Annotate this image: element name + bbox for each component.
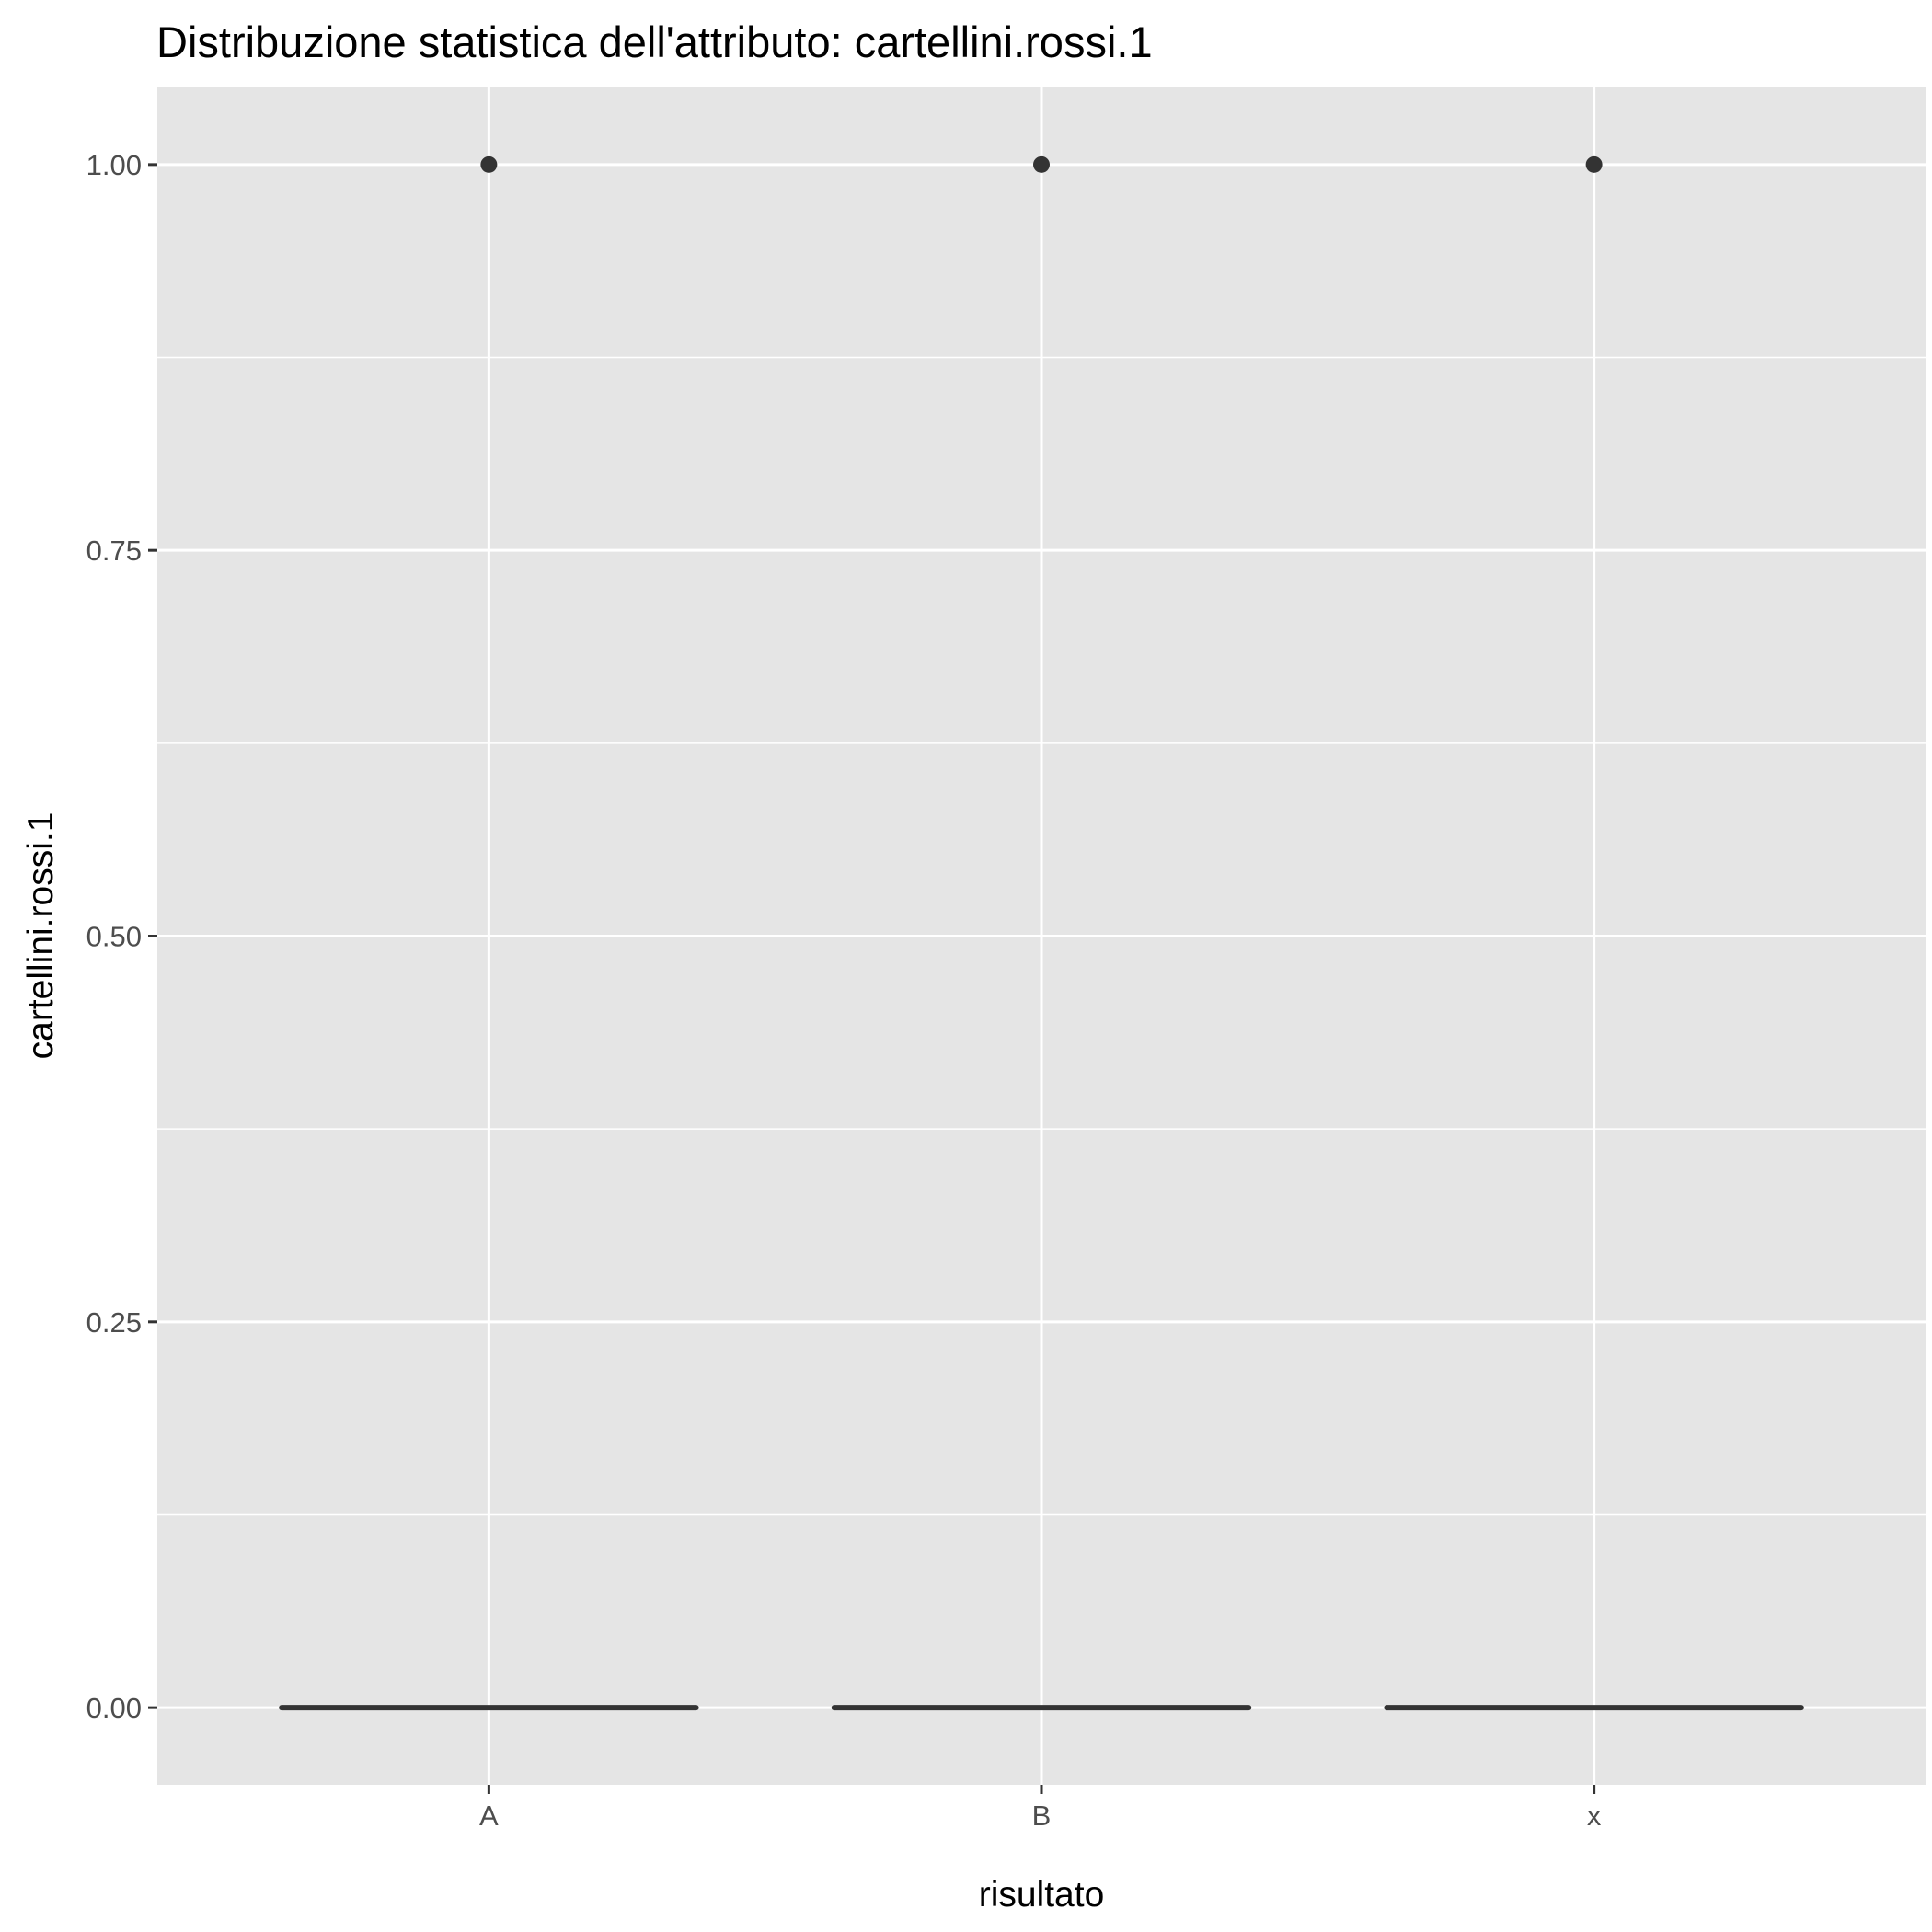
y-tick-label: 0.00 xyxy=(86,1692,142,1724)
y-tick-label: 0.75 xyxy=(86,535,142,567)
outlier-points xyxy=(480,155,1603,173)
y-tick-label: 1.00 xyxy=(86,149,142,181)
outlier-point-A xyxy=(480,155,498,173)
major-gridlines xyxy=(157,87,1926,1785)
outlier-point-x xyxy=(1585,155,1603,173)
outlier-point-B xyxy=(1033,155,1050,173)
y-tick-label: 0.50 xyxy=(86,921,142,953)
y-axis-title: cartellini.rossi.1 xyxy=(21,812,61,1060)
x-axis-title: risultato xyxy=(979,1875,1105,1915)
chart-title: Distribuzione statistica dell'attributo:… xyxy=(156,17,1153,66)
y-tick-label: 0.25 xyxy=(86,1306,142,1339)
x-tick-label: x xyxy=(1587,1800,1602,1832)
y-axis: 0.00 0.25 0.50 0.75 1.00 xyxy=(86,149,157,1724)
x-tick-label: A xyxy=(479,1800,499,1832)
x-tick-label: B xyxy=(1032,1800,1052,1832)
